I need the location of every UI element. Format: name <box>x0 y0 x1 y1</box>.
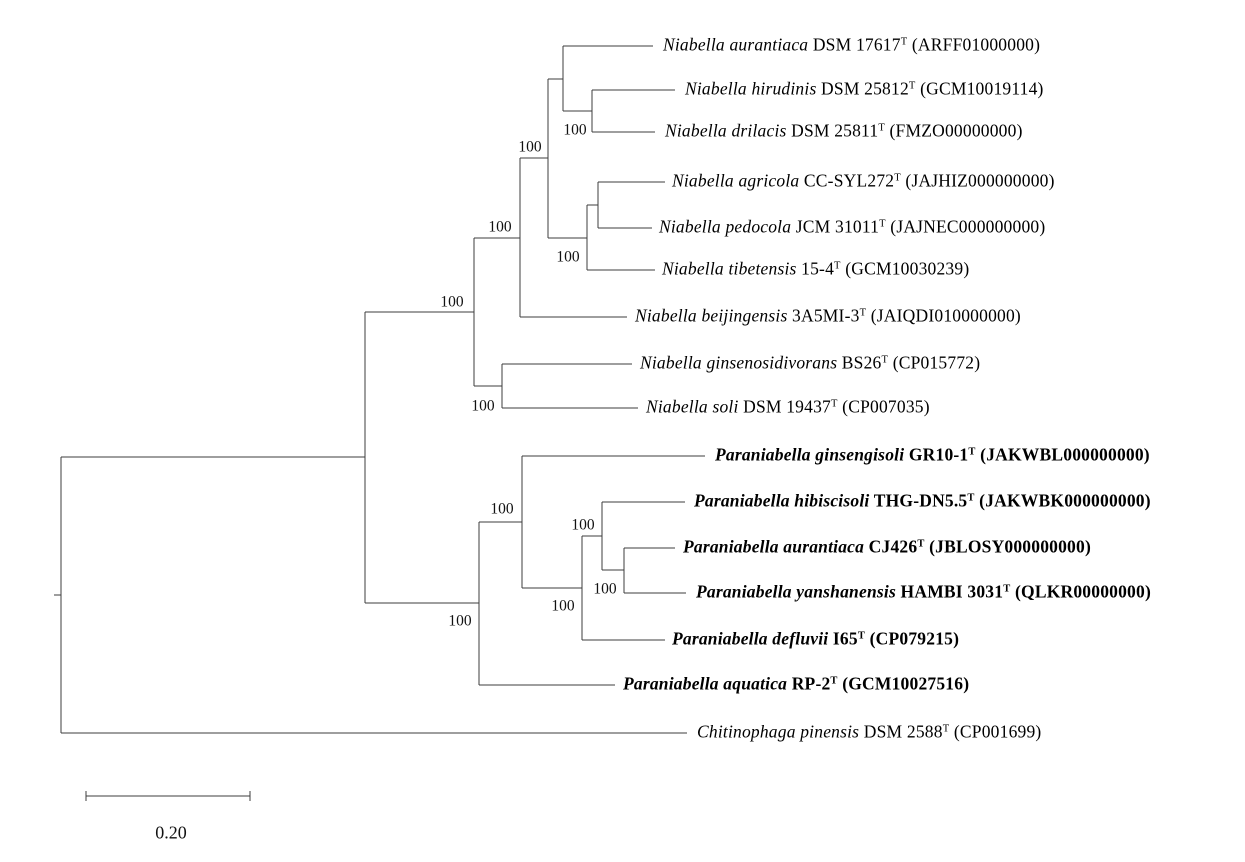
species-name: Paraniabella aquatica <box>623 673 788 694</box>
taxon-label: Paraniabella ginsengisoli GR10-1T (JAKWB… <box>715 444 1150 465</box>
taxon-label: Niabella hirudinis DSM 25812T (GCM100191… <box>685 78 1044 99</box>
taxon-label: Niabella ginsenosidivorans BS26T (CP0157… <box>640 352 981 373</box>
strain-designation: JCM 31011 <box>791 216 880 237</box>
type-strain-superscript: T <box>968 446 976 458</box>
species-name: Niabella drilacis <box>665 120 787 141</box>
strain-designation: RP-2 <box>787 673 831 694</box>
species-name: Paraniabella hibiscisoli <box>694 490 870 511</box>
type-strain-superscript: T <box>857 630 866 642</box>
type-strain-superscript: T <box>859 307 867 319</box>
accession-number: (GCM10030239) <box>840 258 970 279</box>
type-strain-superscript: T <box>967 492 975 504</box>
taxon-label: Paraniabella aquatica RP-2T (GCM10027516… <box>623 673 970 694</box>
species-name: Niabella beijingensis <box>635 305 788 326</box>
bootstrap-value-P: 100 <box>448 612 472 630</box>
type-strain-superscript: T <box>1003 583 1011 595</box>
taxon-label: Paraniabella yanshanensis HAMBI 3031T (Q… <box>696 581 1151 602</box>
accession-number: (CP079215) <box>865 628 960 649</box>
type-strain-superscript: T <box>881 354 889 366</box>
strain-designation: CJ426 <box>864 536 918 557</box>
scale-bar-label: 0.20 <box>155 822 187 843</box>
strain-designation: DSM 25811 <box>786 120 879 141</box>
species-name: Niabella aurantiaca <box>663 34 809 55</box>
taxon-label: Niabella tibetensis 15-4T (GCM10030239) <box>662 258 970 279</box>
taxon-label: Niabella pedocola JCM 31011T (JAJNEC0000… <box>659 216 1046 237</box>
bootstrap-value-E: 100 <box>471 397 495 415</box>
bootstrap-value-I: 100 <box>518 138 542 156</box>
species-name: Niabella tibetensis <box>662 258 797 279</box>
strain-designation: DSM 25812 <box>816 78 909 99</box>
taxon-label: Niabella aurantiaca DSM 17617T (ARFF0100… <box>663 34 1041 55</box>
accession-number: (ARFF01000000) <box>907 34 1041 55</box>
accession-number: (JBLOSY000000000) <box>924 536 1091 557</box>
type-strain-superscript: T <box>878 122 885 134</box>
species-name: Niabella pedocola <box>659 216 792 237</box>
type-strain-superscript: T <box>900 36 908 48</box>
accession-number: (GCM10019114) <box>915 78 1044 99</box>
accession-number: (JAIQDI010000000) <box>866 305 1021 326</box>
strain-designation: 15-4 <box>796 258 835 279</box>
accession-number: (JAKWBK000000000) <box>974 490 1151 511</box>
species-name: Paraniabella defluvii <box>672 628 829 649</box>
species-name: Niabella agricola <box>672 170 800 191</box>
taxon-label: Niabella beijingensis 3A5MI-3T (JAIQDI01… <box>635 305 1021 326</box>
bootstrap-value-H: 100 <box>563 121 587 139</box>
strain-designation: CC-SYL272 <box>799 170 895 191</box>
species-name: Niabella hirudinis <box>685 78 817 99</box>
accession-number: (CP007035) <box>837 396 930 417</box>
species-name: Paraniabella yanshanensis <box>696 581 896 602</box>
taxon-label: Chitinophaga pinensis DSM 2588T (CP00169… <box>697 721 1042 742</box>
bootstrap-value-B: 100 <box>571 516 595 534</box>
type-strain-superscript: T <box>879 218 886 230</box>
strain-designation: 3A5MI-3 <box>787 305 860 326</box>
bootstrap-value-L: 100 <box>488 218 512 236</box>
bootstrap-value-A: 100 <box>551 597 575 615</box>
accession-number: (JAJHIZ000000000) <box>900 170 1055 191</box>
strain-designation: BS26 <box>837 352 882 373</box>
species-name: Paraniabella aurantiaca <box>683 536 865 557</box>
strain-designation: THG-DN5.5 <box>869 490 968 511</box>
accession-number: (CP015772) <box>888 352 981 373</box>
strain-designation: DSM 17617 <box>808 34 901 55</box>
strain-designation: DSM 19437 <box>738 396 831 417</box>
accession-number: (FMZO00000000) <box>884 120 1023 141</box>
taxon-label: Niabella soli DSM 19437T (CP007035) <box>646 396 930 417</box>
species-name: Niabella ginsenosidivorans <box>640 352 838 373</box>
strain-designation: I65 <box>828 628 858 649</box>
type-strain-superscript: T <box>917 538 925 550</box>
taxon-label: Niabella drilacis DSM 25811T (FMZO000000… <box>665 120 1023 141</box>
species-name: Chitinophaga pinensis <box>697 721 860 742</box>
species-name: Paraniabella ginsengisoli <box>715 444 905 465</box>
strain-designation: GR10-1 <box>904 444 969 465</box>
taxon-label: Niabella agricola CC-SYL272T (JAJHIZ0000… <box>672 170 1055 191</box>
accession-number: (QLKR00000000) <box>1010 581 1151 602</box>
taxon-label: Paraniabella defluvii I65T (CP079215) <box>672 628 960 649</box>
accession-number: (JAKWBL000000000) <box>975 444 1150 465</box>
bootstrap-value-J: 100 <box>556 248 580 266</box>
bootstrap-value-N: 100 <box>440 293 464 311</box>
species-name: Niabella soli <box>646 396 739 417</box>
type-strain-superscript: T <box>942 723 950 735</box>
accession-number: (JAJNEC000000000) <box>885 216 1046 237</box>
type-strain-superscript: T <box>830 398 838 410</box>
strain-designation: HAMBI 3031 <box>895 581 1004 602</box>
bootstrap-value-D: 100 <box>490 500 514 518</box>
type-strain-superscript: T <box>830 675 838 687</box>
taxon-label: Paraniabella hibiscisoli THG-DN5.5T (JAK… <box>694 490 1151 511</box>
strain-designation: DSM 2588 <box>859 721 943 742</box>
type-strain-superscript: T <box>908 80 916 92</box>
bootstrap-value-C: 100 <box>593 580 617 598</box>
type-strain-superscript: T <box>834 260 841 272</box>
taxon-label: Paraniabella aurantiaca CJ426T (JBLOSY00… <box>683 536 1091 557</box>
type-strain-superscript: T <box>894 172 901 184</box>
accession-number: (CP001699) <box>949 721 1042 742</box>
accession-number: (GCM10027516) <box>837 673 970 694</box>
